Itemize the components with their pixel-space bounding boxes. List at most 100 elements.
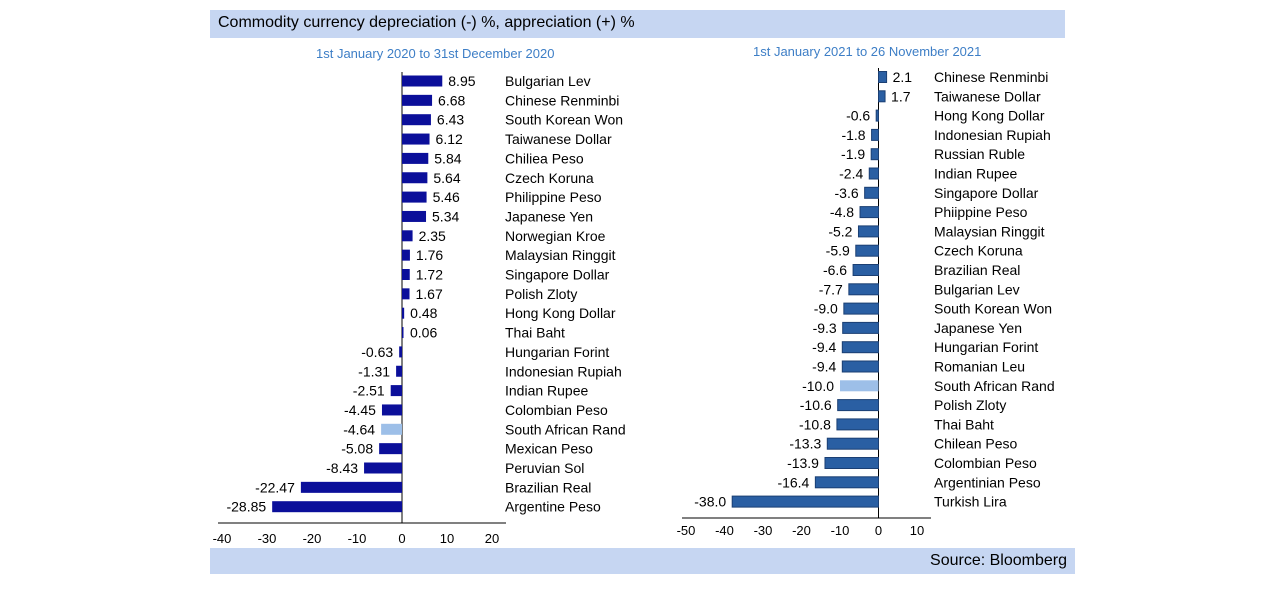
- right-value-label: -16.4: [777, 474, 809, 490]
- right-bar: [855, 244, 879, 257]
- right-bar: [841, 341, 879, 354]
- right-tick-label: 0: [875, 523, 882, 538]
- left-value-label: -2.51: [353, 383, 385, 399]
- right-category-label: Japanese Yen: [934, 320, 1022, 336]
- right-category-label: Malaysian Ringgit: [934, 223, 1045, 239]
- left-category-label: Hungarian Forint: [505, 344, 609, 360]
- left-category-label: Mexican Peso: [505, 441, 593, 457]
- right-tick-label: -50: [677, 523, 696, 538]
- right-value-label: -1.9: [841, 146, 865, 162]
- left-value-label: 8.95: [448, 73, 475, 89]
- left-category-label: Philippine Peso: [505, 189, 602, 205]
- left-tick-label: -20: [303, 531, 322, 546]
- right-bar: [878, 90, 886, 103]
- right-category-label: South Korean Won: [934, 301, 1052, 317]
- left-category-label: Chinese Renminbi: [505, 92, 619, 108]
- left-category-label: Singapore Dollar: [505, 267, 610, 283]
- left-category-label: Hong Kong Dollar: [505, 305, 616, 321]
- right-bar: [843, 302, 879, 315]
- left-bar: [402, 133, 430, 145]
- left-bar: [402, 172, 428, 184]
- left-category-label: Malaysian Ringgit: [505, 247, 616, 263]
- left-bar: [390, 385, 402, 397]
- right-bar: [731, 495, 880, 508]
- right-category-label: Hong Kong Dollar: [934, 108, 1045, 124]
- left-category-label: Chiliea Peso: [505, 150, 584, 166]
- right-value-label: 2.1: [893, 69, 913, 85]
- source-label: Source: Bloomberg: [930, 552, 1067, 569]
- right-value-label: -0.6: [846, 108, 870, 124]
- right-value-label: -3.6: [835, 185, 859, 201]
- left-bar: [402, 75, 443, 87]
- right-category-label: Indonesian Rupiah: [934, 127, 1051, 143]
- right-value-label: -9.0: [814, 301, 838, 317]
- right-bar: [864, 186, 880, 199]
- left-bar: [402, 230, 413, 242]
- left-tick-label: -10: [348, 531, 367, 546]
- right-category-label: Chilean Peso: [934, 436, 1017, 452]
- left-category-label: Norwegian Kroe: [505, 228, 606, 244]
- right-bar: [837, 399, 880, 412]
- right-value-label: -4.8: [830, 204, 854, 220]
- left-bar: [381, 423, 402, 435]
- left-value-label: 6.12: [436, 131, 463, 147]
- right-bar: [852, 264, 880, 276]
- right-bar: [878, 71, 888, 83]
- left-value-label: 1.76: [416, 247, 443, 263]
- left-value-label: 1.72: [416, 267, 443, 283]
- right-category-label: Colombian Peso: [934, 455, 1037, 471]
- left-tick-label: 0: [398, 531, 405, 546]
- right-value-label: -38.0: [694, 494, 726, 510]
- left-bar: [402, 152, 429, 164]
- left-value-label: -1.31: [358, 363, 390, 379]
- right-tick-label: 10: [910, 523, 924, 538]
- left-bar: [402, 249, 410, 261]
- right-bar: [859, 206, 880, 219]
- right-category-label: Russian Ruble: [934, 146, 1025, 162]
- left-value-label: -22.47: [255, 479, 295, 495]
- right-category-label: Czech Koruna: [934, 243, 1023, 259]
- left-bar: [402, 327, 404, 339]
- right-bar: [871, 128, 880, 141]
- right-tick-label: -40: [715, 523, 734, 538]
- right-bar: [840, 380, 879, 392]
- left-value-label: -4.45: [344, 402, 376, 418]
- right-chart-subtitle: 1st January 2021 to 26 November 2021: [753, 44, 982, 59]
- right-bar: [870, 148, 879, 161]
- left-value-label: 5.84: [434, 150, 461, 166]
- left-category-label: Argentine Peso: [505, 499, 601, 515]
- right-bar: [826, 437, 879, 450]
- right-value-label: -6.6: [823, 262, 847, 278]
- right-tick-label: -20: [792, 523, 811, 538]
- left-value-label: 6.68: [438, 92, 465, 108]
- left-category-label: Thai Baht: [505, 325, 565, 341]
- left-category-label: Colombian Peso: [505, 402, 608, 418]
- source-bar: Source: Bloomberg: [210, 548, 1075, 574]
- right-bar: [814, 476, 879, 489]
- right-category-label: Brazilian Real: [934, 262, 1020, 278]
- left-bar: [300, 481, 402, 493]
- left-bar: [272, 501, 402, 513]
- left-value-label: 5.64: [433, 170, 460, 186]
- right-category-label: Taiwanese Dollar: [934, 88, 1041, 104]
- left-value-label: 1.67: [416, 286, 443, 302]
- right-category-label: South African Rand: [934, 378, 1055, 394]
- left-bar: [364, 462, 402, 474]
- right-bar: [868, 167, 880, 180]
- left-value-label: -8.43: [326, 460, 358, 476]
- left-value-label: 0.06: [410, 325, 437, 341]
- left-value-label: 2.35: [419, 228, 446, 244]
- right-value-label: -10.6: [800, 397, 832, 413]
- left-value-label: -0.63: [361, 344, 393, 360]
- left-category-label: South African Rand: [505, 421, 626, 437]
- left-value-label: 5.34: [432, 208, 459, 224]
- right-value-label: 1.7: [891, 88, 911, 104]
- left-category-label: Bulgarian Lev: [505, 73, 591, 89]
- right-tick-label: -10: [831, 523, 850, 538]
- right-tick-label: -30: [754, 523, 773, 538]
- left-category-label: Czech Koruna: [505, 170, 594, 186]
- right-value-label: -10.0: [802, 378, 834, 394]
- right-bar: [836, 418, 879, 431]
- left-category-label: Polish Zloty: [505, 286, 577, 302]
- left-bar: [402, 269, 410, 280]
